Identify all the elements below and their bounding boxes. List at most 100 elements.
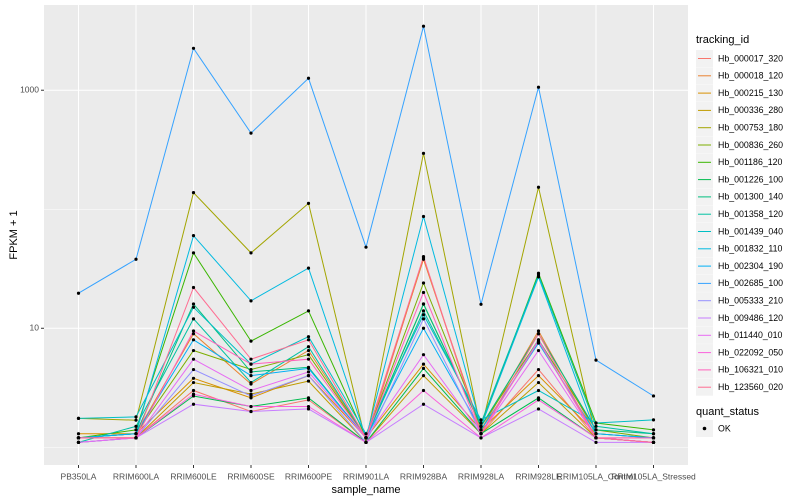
legend-label: Hb_000836_260 bbox=[718, 140, 783, 150]
x-tick-label: RRIM928LE bbox=[515, 471, 562, 481]
data-point bbox=[306, 76, 311, 80]
data-point bbox=[306, 357, 311, 361]
data-point bbox=[421, 309, 426, 313]
data-point bbox=[651, 436, 656, 440]
data-point bbox=[191, 302, 196, 306]
y-tick-label: 10 bbox=[30, 323, 40, 333]
data-point bbox=[249, 251, 253, 255]
legend-label: Hb_002304_190 bbox=[718, 261, 783, 271]
data-point bbox=[306, 335, 311, 339]
data-point bbox=[306, 374, 311, 378]
data-point bbox=[134, 424, 138, 428]
data-point bbox=[594, 432, 598, 436]
data-point bbox=[191, 402, 196, 406]
data-point bbox=[536, 329, 541, 333]
data-point bbox=[306, 407, 311, 411]
data-point bbox=[306, 345, 311, 349]
data-point bbox=[651, 440, 656, 444]
x-tick-label: RRIM600SE bbox=[227, 471, 275, 481]
data-point bbox=[249, 394, 253, 398]
data-point bbox=[421, 255, 426, 259]
data-point bbox=[249, 409, 253, 414]
data-point bbox=[421, 24, 426, 28]
legend-label: Hb_011440_010 bbox=[718, 330, 783, 340]
data-point bbox=[306, 266, 311, 270]
data-point bbox=[191, 317, 196, 321]
data-point bbox=[421, 281, 426, 285]
legend-title: tracking_id bbox=[696, 34, 749, 46]
legend-label: Hb_022092_050 bbox=[718, 347, 783, 357]
data-point bbox=[536, 398, 541, 402]
data-point bbox=[364, 436, 368, 440]
data-point bbox=[536, 185, 541, 189]
legend-label: Hb_000753_180 bbox=[718, 123, 783, 133]
data-point bbox=[191, 348, 196, 353]
data-point bbox=[306, 379, 311, 383]
data-point bbox=[594, 358, 598, 362]
legend-label: Hb_005333_210 bbox=[718, 296, 783, 306]
data-point bbox=[594, 440, 598, 444]
data-point bbox=[421, 326, 426, 330]
data-point bbox=[249, 357, 253, 361]
legend-label: OK bbox=[718, 423, 731, 433]
data-point bbox=[536, 348, 541, 353]
data-point bbox=[421, 388, 426, 393]
data-point bbox=[191, 234, 196, 238]
data-point bbox=[249, 339, 253, 343]
data-point bbox=[191, 285, 196, 290]
x-axis-label: sample_name bbox=[331, 484, 400, 496]
data-point bbox=[191, 380, 196, 385]
data-point bbox=[306, 338, 311, 342]
data-point bbox=[249, 370, 253, 374]
legend-label: Hb_009486_120 bbox=[718, 313, 783, 323]
data-point bbox=[479, 436, 483, 440]
data-point bbox=[191, 46, 196, 50]
data-point bbox=[421, 366, 426, 371]
legend-label: Hb_001186_120 bbox=[718, 157, 783, 167]
data-point bbox=[421, 353, 426, 357]
x-tick-label: RRIM105LA_Stressed bbox=[611, 471, 696, 481]
data-point bbox=[421, 317, 426, 321]
data-point bbox=[249, 362, 253, 366]
data-point bbox=[594, 436, 598, 440]
data-point bbox=[249, 388, 253, 393]
data-point bbox=[191, 332, 196, 336]
data-point bbox=[249, 374, 253, 378]
legend-label: Hb_002685_100 bbox=[718, 278, 783, 288]
data-point bbox=[134, 257, 138, 261]
data-point bbox=[651, 432, 656, 436]
data-point bbox=[191, 251, 196, 255]
data-point bbox=[306, 370, 311, 374]
legend-label: Hb_000336_280 bbox=[718, 105, 783, 115]
data-point bbox=[479, 302, 483, 306]
y-axis-label: FPKM + 1 bbox=[8, 210, 20, 259]
x-tick-label: RRIM600LE bbox=[170, 471, 217, 481]
legend-label: Hb_123560_020 bbox=[718, 382, 783, 392]
data-point bbox=[651, 418, 656, 422]
data-point bbox=[76, 436, 81, 440]
data-point bbox=[306, 353, 311, 357]
x-tick-label: RRIM105LA_Control bbox=[557, 471, 636, 481]
data-point bbox=[421, 214, 426, 219]
legend-label: Hb_000017_320 bbox=[718, 53, 783, 63]
data-point bbox=[536, 332, 541, 336]
data-point bbox=[421, 151, 426, 155]
data-point bbox=[651, 394, 656, 398]
legend-label: Hb_001226_100 bbox=[718, 174, 783, 184]
x-tick-label: PB350LA bbox=[61, 471, 97, 481]
legend-point bbox=[702, 426, 707, 431]
data-point bbox=[536, 339, 541, 343]
data-point bbox=[191, 329, 196, 333]
x-tick-label: RRIM600PE bbox=[285, 471, 333, 481]
legend-label: Hb_000018_120 bbox=[718, 71, 783, 81]
data-point bbox=[536, 407, 541, 411]
legend-label: Hb_001300_140 bbox=[718, 192, 783, 202]
data-point bbox=[306, 396, 311, 400]
data-point bbox=[479, 424, 483, 428]
data-point bbox=[134, 432, 138, 436]
data-point bbox=[249, 299, 253, 303]
y-tick-label: 1000 bbox=[20, 84, 39, 94]
data-point bbox=[594, 421, 598, 425]
data-point bbox=[479, 428, 483, 432]
